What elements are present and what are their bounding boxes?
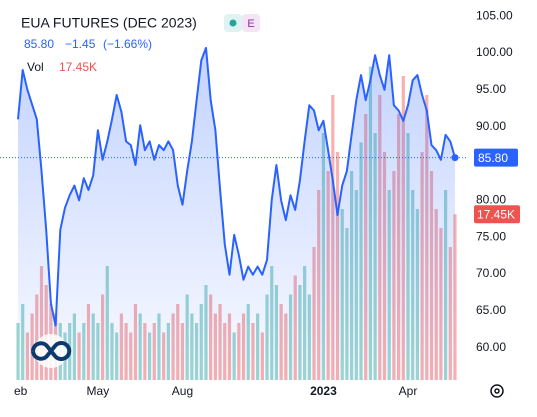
plot-area — [0, 46, 467, 381]
y-tick-label: 60.00 — [476, 340, 506, 354]
y-tick-label: 95.00 — [476, 82, 506, 96]
logo-mark — [31, 341, 72, 361]
y-tick-label: 90.00 — [476, 119, 506, 133]
volume-tag — [474, 205, 520, 224]
status-dot — [229, 19, 237, 27]
x-tick-label: Apr — [399, 384, 418, 398]
y-tick-label: 105.00 — [476, 8, 513, 22]
quote-last: 85.80 — [24, 37, 54, 51]
price-line — [17, 46, 456, 327]
chart-title: EUA FUTURES (DEC 2023) — [21, 15, 197, 31]
logo — [31, 334, 72, 368]
volume-legend-name: Vol — [27, 60, 44, 74]
x-tick-label: May — [87, 384, 110, 398]
quote-change: −1.45 — [65, 37, 96, 51]
x-tick-label: eb — [14, 384, 28, 398]
legend-header: EUA FUTURES (DEC 2023) E 85.80 −1.45 (−1… — [21, 14, 260, 74]
settings-button[interactable] — [490, 384, 504, 398]
exchange-badge-text: E — [247, 18, 254, 30]
settings-gear-hub[interactable] — [494, 388, 500, 394]
settings-gear[interactable] — [490, 384, 504, 398]
y-tick-label: 80.00 — [476, 192, 506, 206]
x-tick-label: Aug — [172, 384, 193, 398]
y-tick-label: 65.00 — [476, 303, 506, 317]
exchange-badge — [242, 14, 260, 32]
x-tick-label: 2023 — [310, 384, 337, 398]
last-point — [451, 154, 459, 162]
y-tick-label: 100.00 — [476, 45, 513, 59]
volume-tag-label: 17.45K — [477, 207, 515, 221]
quote-change-pct: (−1.66%) — [103, 37, 152, 51]
volume-legend-value: 17.45K — [59, 60, 97, 74]
y-tick-label: 70.00 — [476, 266, 506, 280]
last-price-tag-label: 85.80 — [478, 151, 508, 165]
last-price-tag — [474, 148, 518, 167]
y-tick-label: 75.00 — [476, 229, 506, 243]
area-fill — [18, 47, 455, 381]
